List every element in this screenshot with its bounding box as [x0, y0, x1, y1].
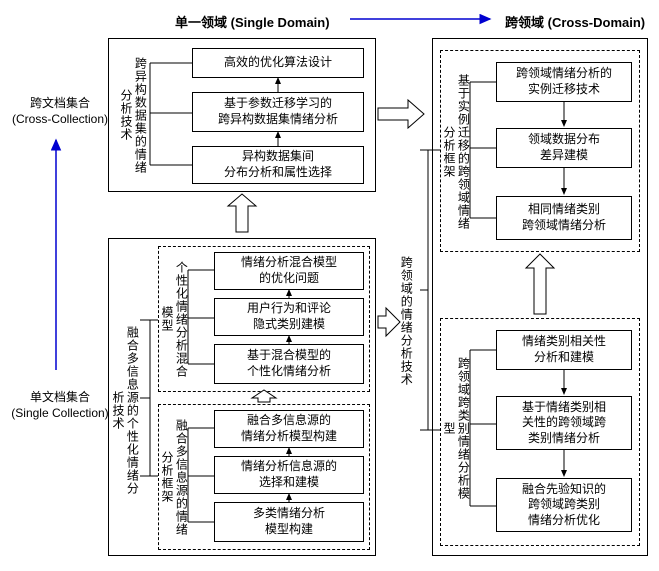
box-dist-model: 领域数据分布差异建模 [496, 128, 632, 168]
vlabel-personal-model: 个性化情绪分析混合模型 [162, 254, 186, 384]
box-instance-transfer: 跨领域情绪分析的实例迁移技术 [496, 62, 632, 102]
box-source-select: 情绪分析信息源的选择和建模 [214, 456, 364, 494]
box-dist-attr: 异构数据集间分布分析和属性选择 [192, 146, 364, 184]
vlabel-cross-domain-tech: 跨领域的情绪分析技术 [394, 246, 418, 396]
box-same-cat: 相同情绪类别跨领域情绪分析 [496, 196, 632, 240]
box-prior-opt: 融合先验知识的跨领域跨类别情绪分析优化 [496, 478, 632, 532]
cross-collection-en: (Cross-Collection) [12, 112, 108, 126]
header-single-domain: 单一领域 (Single Domain) [175, 12, 330, 31]
single-collection-cn: 单文档集合 [30, 390, 90, 404]
label-single-collection: 单文档集合 (Single Collection) [10, 390, 110, 421]
box-opt-algo: 高效的优化算法设计 [192, 48, 364, 78]
box-param-transfer: 基于参数迁移学习的跨异构数据集情绪分析 [192, 92, 364, 132]
vlabel-fusion-personal-tech: 融合多信息源的个性化情绪分析技术 [114, 320, 136, 500]
box-opt-problem: 情绪分析混合模型的优化问题 [214, 252, 364, 290]
vlabel-cross-cat-model: 跨领域跨类别情绪分析模型 [444, 348, 468, 508]
box-multi-class: 多类情绪分析模型构建 [214, 502, 364, 542]
box-behavior: 用户行为和评论隐式类别建模 [214, 298, 364, 336]
vlabel-instance-frame: 基于实例迁移的跨领域情绪分析框架 [444, 64, 468, 240]
cross-collection-cn: 跨文档集合 [30, 96, 90, 110]
vlabel-fusion-frame: 融合多信息源的情绪分析框架 [162, 412, 186, 542]
vlabel-cross-hetero-tech: 跨异构数据集的情绪分析技术 [116, 50, 150, 180]
header-cross-domain: 跨领域 (Cross-Domain) [505, 12, 645, 31]
label-cross-collection: 跨文档集合 (Cross-Collection) [10, 96, 110, 127]
box-personal: 基于混合模型的个性化情绪分析 [214, 344, 364, 384]
box-fusion-model: 融合多信息源的情绪分析模型构建 [214, 410, 364, 448]
box-cat-corr: 情绪类别相关性分析和建模 [496, 330, 632, 370]
single-collection-en: (Single Collection) [11, 406, 108, 420]
box-cat-transfer: 基于情绪类别相关性的跨领域跨类别情绪分析 [496, 396, 632, 450]
